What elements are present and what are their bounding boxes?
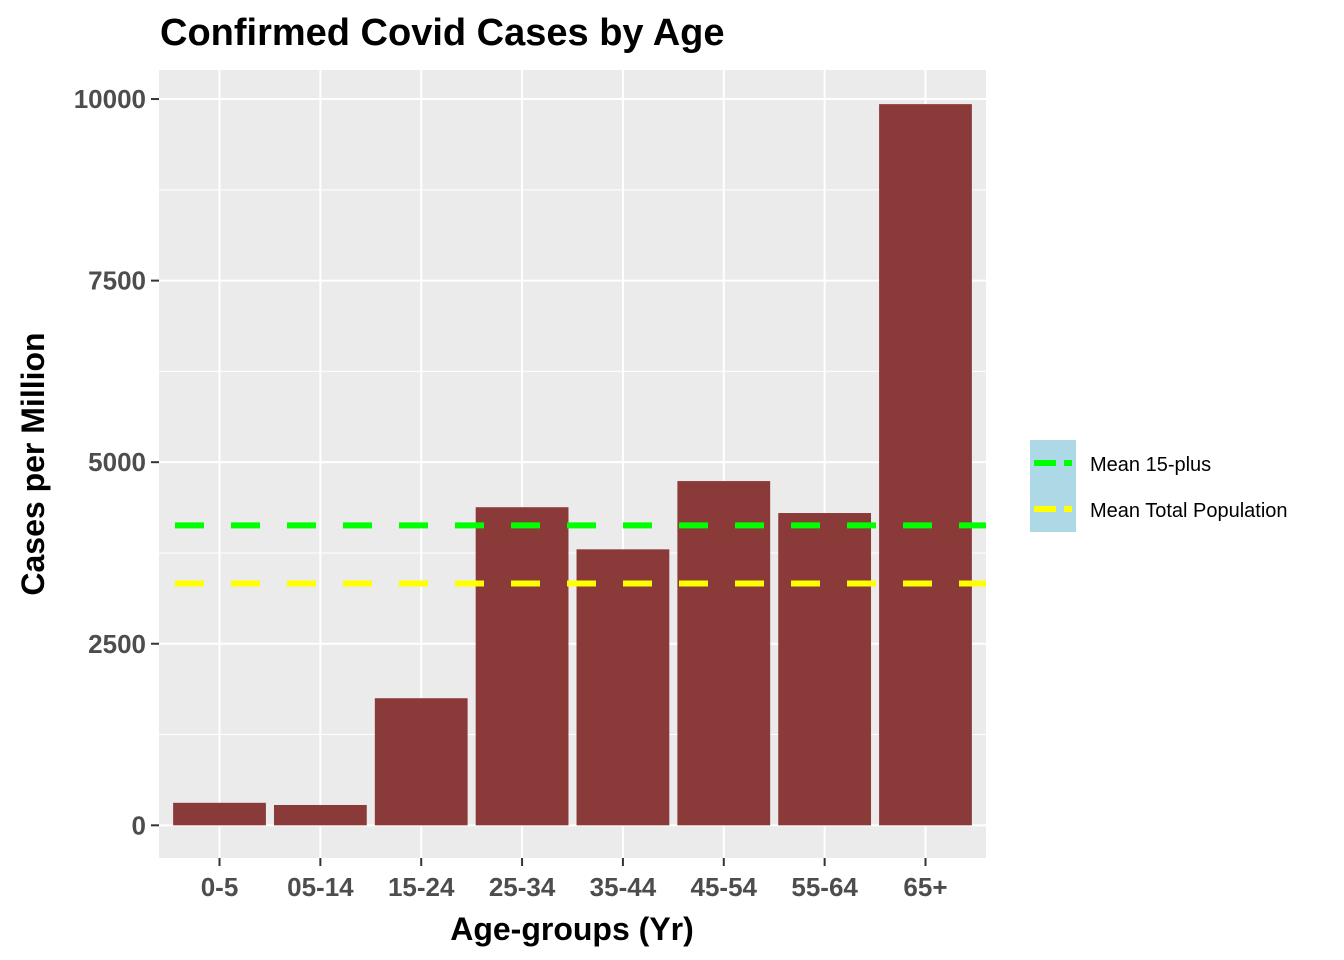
- bar-55-64: [778, 513, 872, 826]
- bar-35-44: [576, 549, 670, 826]
- bar-25-34: [475, 507, 569, 826]
- x-axis-title: Age-groups (Yr): [450, 911, 694, 947]
- y-tick-label: 2500: [88, 629, 146, 659]
- bar-65+: [879, 104, 972, 826]
- y-axis-title: Cases per Million: [15, 332, 51, 595]
- x-tick-label: 35-44: [590, 872, 657, 902]
- x-tick-label: 0-5: [201, 872, 239, 902]
- x-tick-label: 45-54: [691, 872, 758, 902]
- bar-45-54: [677, 481, 771, 826]
- y-tick-label: 5000: [88, 447, 146, 477]
- reference-lines: [159, 522, 986, 587]
- x-tick-label: 25-34: [489, 872, 556, 902]
- chart-title: Confirmed Covid Cases by Age: [160, 12, 725, 54]
- legend-label-mean-total-population: Mean Total Population: [1090, 500, 1288, 522]
- y-tick-label: 7500: [88, 266, 146, 296]
- y-tick-label: 10000: [74, 84, 146, 114]
- legend-key-box: [1030, 440, 1076, 532]
- x-tick-label: 15-24: [388, 872, 455, 902]
- legend-label-mean-15-plus: Mean 15-plus: [1090, 454, 1211, 476]
- legend: Mean 15-plus Mean Total Population: [1030, 440, 1288, 532]
- x-tick-label: 05-14: [287, 872, 354, 902]
- bars: [173, 104, 972, 826]
- bar-0-5: [173, 802, 266, 826]
- bar-05-14: [273, 804, 367, 826]
- x-tick-label: 65+: [903, 872, 947, 902]
- bar-15-24: [374, 698, 468, 826]
- y-axis: 0 2500 5000 7500 10000: [74, 84, 159, 840]
- y-tick-label: 0: [132, 810, 146, 840]
- x-tick-label: 55-64: [791, 872, 858, 902]
- x-axis: 0-5 05-14 15-24 25-34 35-44 45-54 55-64 65+: [201, 858, 948, 902]
- grid-major: [159, 70, 986, 858]
